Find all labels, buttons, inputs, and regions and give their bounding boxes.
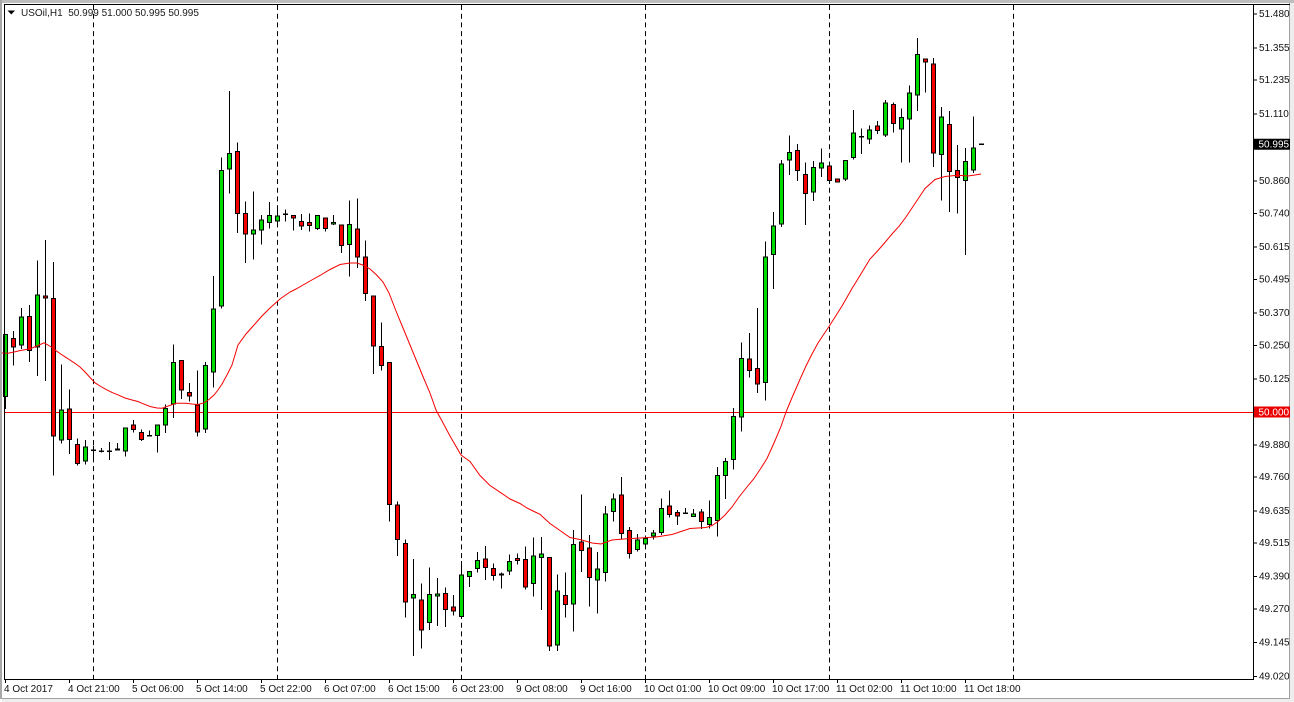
svg-text:4 Oct 2017: 4 Oct 2017 <box>4 684 53 695</box>
svg-text:11 Oct 10:00: 11 Oct 10:00 <box>900 684 957 695</box>
svg-text:50.860: 50.860 <box>1259 176 1290 187</box>
svg-text:49.880: 49.880 <box>1259 440 1290 451</box>
svg-text:6 Oct 15:00: 6 Oct 15:00 <box>388 684 440 695</box>
svg-text:50.995: 50.995 <box>1259 140 1290 151</box>
svg-text:9 Oct 16:00: 9 Oct 16:00 <box>580 684 632 695</box>
svg-text:50.740: 50.740 <box>1259 208 1290 219</box>
svg-text:USOil,H1 50.999 51.000 50.995: USOil,H1 50.999 51.000 50.995 50.995 <box>21 8 199 19</box>
svg-text:50.615: 50.615 <box>1259 242 1290 253</box>
svg-text:51.355: 51.355 <box>1259 43 1290 54</box>
svg-text:51.110: 51.110 <box>1259 109 1289 120</box>
svg-text:49.145: 49.145 <box>1259 638 1290 649</box>
svg-text:49.635: 49.635 <box>1259 506 1290 517</box>
svg-text:5 Oct 14:00: 5 Oct 14:00 <box>196 684 248 695</box>
svg-text:4 Oct 21:00: 4 Oct 21:00 <box>68 684 120 695</box>
svg-text:50.125: 50.125 <box>1259 374 1290 385</box>
svg-text:5 Oct 22:00: 5 Oct 22:00 <box>260 684 312 695</box>
svg-text:49.760: 49.760 <box>1259 472 1290 483</box>
svg-text:5 Oct 06:00: 5 Oct 06:00 <box>132 684 184 695</box>
svg-text:49.515: 49.515 <box>1259 538 1290 549</box>
svg-text:51.235: 51.235 <box>1259 75 1290 86</box>
svg-text:10 Oct 01:00: 10 Oct 01:00 <box>644 684 702 695</box>
svg-text:50.495: 50.495 <box>1259 274 1290 285</box>
svg-text:50.250: 50.250 <box>1259 340 1290 351</box>
svg-text:49.020: 49.020 <box>1259 671 1290 682</box>
svg-text:9 Oct 08:00: 9 Oct 08:00 <box>516 684 568 695</box>
svg-text:49.270: 49.270 <box>1259 604 1290 615</box>
svg-text:50.370: 50.370 <box>1259 308 1290 319</box>
svg-text:6 Oct 23:00: 6 Oct 23:00 <box>452 684 504 695</box>
svg-text:50.000: 50.000 <box>1259 408 1290 419</box>
svg-text:6 Oct 07:00: 6 Oct 07:00 <box>324 684 376 695</box>
svg-text:49.390: 49.390 <box>1259 572 1290 583</box>
svg-text:11 Oct 02:00: 11 Oct 02:00 <box>836 684 893 695</box>
svg-text:10 Oct 17:00: 10 Oct 17:00 <box>772 684 830 695</box>
svg-text:51.480: 51.480 <box>1259 9 1290 20</box>
svg-text:10 Oct 09:00: 10 Oct 09:00 <box>708 684 766 695</box>
svg-text:11 Oct 18:00: 11 Oct 18:00 <box>964 684 1021 695</box>
